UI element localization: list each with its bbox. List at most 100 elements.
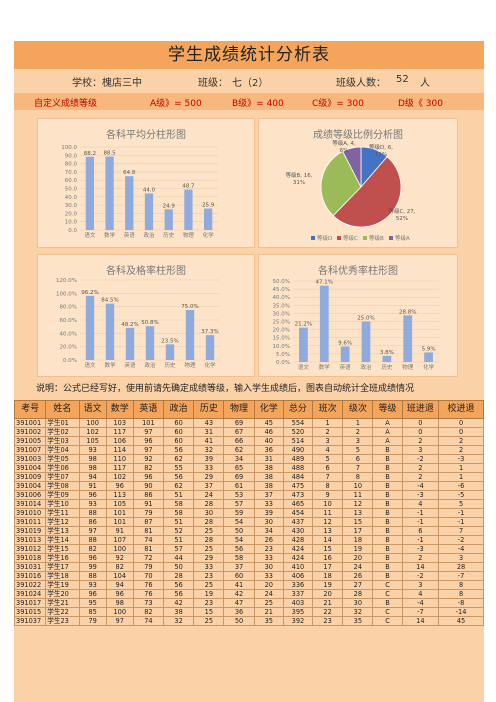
table-cell[interactable]: 58 xyxy=(223,553,255,563)
table-cell[interactable]: 34 xyxy=(253,526,284,536)
table-cell[interactable]: C xyxy=(372,607,403,617)
table-cell[interactable]: 学生07 xyxy=(45,472,80,482)
table-cell[interactable]: 55 xyxy=(163,463,195,473)
table-cell[interactable]: 82 xyxy=(105,562,134,572)
table-cell[interactable]: 1 xyxy=(342,418,374,428)
table-cell[interactable]: 3 xyxy=(438,553,484,563)
table-cell[interactable]: 97 xyxy=(132,427,165,437)
table-cell[interactable]: 28 xyxy=(163,571,195,581)
table-cell[interactable]: B xyxy=(372,571,403,581)
table-cell[interactable]: 21 xyxy=(312,598,344,608)
table-cell[interactable]: 76 xyxy=(132,589,165,599)
table-cell[interactable]: 6 xyxy=(342,454,374,464)
table-cell[interactable]: -6 xyxy=(438,481,484,491)
table-cell[interactable]: 13 xyxy=(342,508,374,518)
column-header[interactable]: 历史 xyxy=(193,400,225,419)
table-cell[interactable]: 20 xyxy=(342,553,374,563)
table-cell[interactable]: 69 xyxy=(223,418,255,428)
table-cell[interactable]: 34 xyxy=(223,454,255,464)
table-cell[interactable]: 391004 xyxy=(13,463,47,473)
table-cell[interactable]: 29 xyxy=(193,553,225,563)
table-cell[interactable]: 17 xyxy=(342,526,374,536)
table-cell[interactable]: 79 xyxy=(78,616,107,626)
table-cell[interactable]: 93 xyxy=(78,445,107,455)
table-cell[interactable]: 13 xyxy=(312,526,344,536)
table-cell[interactable]: 0 xyxy=(401,427,440,437)
table-cell[interactable]: 39 xyxy=(253,508,284,518)
table-cell[interactable]: 391013 xyxy=(13,535,47,545)
table-cell[interactable]: 96 xyxy=(132,436,165,446)
column-header[interactable]: 化学 xyxy=(253,400,284,419)
table-cell[interactable]: 410 xyxy=(282,562,314,572)
table-cell[interactable]: 7 xyxy=(312,472,344,482)
table-cell[interactable]: 36 xyxy=(253,445,284,455)
table-cell[interactable]: 85 xyxy=(78,607,107,617)
table-cell[interactable]: -2 xyxy=(401,571,440,581)
table-cell[interactable]: 2 xyxy=(401,472,440,482)
table-cell[interactable]: 学生11 xyxy=(45,508,80,518)
table-cell[interactable]: 391016 xyxy=(13,571,47,581)
table-cell[interactable]: 35 xyxy=(342,616,374,626)
table-cell[interactable]: 3 xyxy=(401,580,440,590)
table-cell[interactable]: B xyxy=(372,535,403,545)
column-header[interactable]: 语文 xyxy=(78,400,107,419)
table-cell[interactable]: 14 xyxy=(401,616,440,626)
table-cell[interactable]: 87 xyxy=(132,517,165,527)
table-cell[interactable]: 2 xyxy=(312,427,344,437)
table-cell[interactable]: 92 xyxy=(132,454,165,464)
table-cell[interactable]: 23 xyxy=(253,544,284,554)
table-cell[interactable]: 19 xyxy=(342,544,374,554)
table-cell[interactable]: 96 xyxy=(78,490,107,500)
table-cell[interactable]: 54 xyxy=(223,517,255,527)
table-cell[interactable]: 473 xyxy=(282,490,314,500)
table-cell[interactable]: 17 xyxy=(312,562,344,572)
table-cell[interactable]: 70 xyxy=(132,571,165,581)
table-cell[interactable]: 56 xyxy=(163,580,195,590)
table-cell[interactable]: B xyxy=(372,553,403,563)
table-cell[interactable]: 91 xyxy=(105,526,134,536)
table-cell[interactable]: 7 xyxy=(342,463,374,473)
table-cell[interactable]: 学生09 xyxy=(45,490,80,500)
table-cell[interactable]: 学生19 xyxy=(45,580,80,590)
table-cell[interactable]: 60 xyxy=(163,418,195,428)
grade-c-threshold[interactable]: C级》= 300 xyxy=(312,99,364,109)
table-cell[interactable]: 16 xyxy=(312,553,344,563)
table-cell[interactable]: 44 xyxy=(163,553,195,563)
table-cell[interactable]: 30 xyxy=(253,562,284,572)
table-cell[interactable]: 4 xyxy=(401,499,440,509)
table-cell[interactable]: 学生01 xyxy=(45,418,80,428)
table-cell[interactable]: 37 xyxy=(253,490,284,500)
table-cell[interactable]: B xyxy=(372,526,403,536)
average-score-chart-panel[interactable]: 各科平均分柱形图 0.0 10.0 20.0 30.0 40.0 50.0 60.0 70.0… xyxy=(37,118,255,248)
table-cell[interactable]: 2 xyxy=(342,427,374,437)
table-cell[interactable]: 488 xyxy=(282,463,314,473)
column-header[interactable]: 级次 xyxy=(342,400,374,419)
table-cell[interactable]: 学生04 xyxy=(45,445,80,455)
table-cell[interactable]: 117 xyxy=(105,463,134,473)
table-cell[interactable]: 62 xyxy=(223,445,255,455)
table-cell[interactable]: 12 xyxy=(312,517,344,527)
grade-d-threshold[interactable]: D级《 300 xyxy=(398,99,443,109)
table-cell[interactable]: 41 xyxy=(223,580,255,590)
table-cell[interactable]: 39 xyxy=(193,454,225,464)
table-cell[interactable]: 88 xyxy=(78,508,107,518)
table-cell[interactable]: 25 xyxy=(193,580,225,590)
table-cell[interactable]: 10 xyxy=(342,481,374,491)
table-cell[interactable]: 46 xyxy=(253,427,284,437)
table-cell[interactable]: 28 xyxy=(438,562,484,572)
table-cell[interactable]: 102 xyxy=(78,427,107,437)
table-cell[interactable]: 105 xyxy=(105,499,134,509)
table-cell[interactable]: 437 xyxy=(282,517,314,527)
table-cell[interactable]: 45 xyxy=(253,418,284,428)
table-cell[interactable]: 32 xyxy=(193,445,225,455)
table-cell[interactable]: 51 xyxy=(163,490,195,500)
table-cell[interactable]: B xyxy=(372,598,403,608)
table-cell[interactable]: 91 xyxy=(132,499,165,509)
table-cell[interactable]: 学生12 xyxy=(45,517,80,527)
table-cell[interactable]: 11 xyxy=(312,508,344,518)
table-cell[interactable]: 490 xyxy=(282,445,314,455)
table-cell[interactable]: -1 xyxy=(438,508,484,518)
table-cell[interactable]: 51 xyxy=(163,517,195,527)
table-cell[interactable]: 33 xyxy=(193,463,225,473)
table-cell[interactable]: B xyxy=(372,499,403,509)
